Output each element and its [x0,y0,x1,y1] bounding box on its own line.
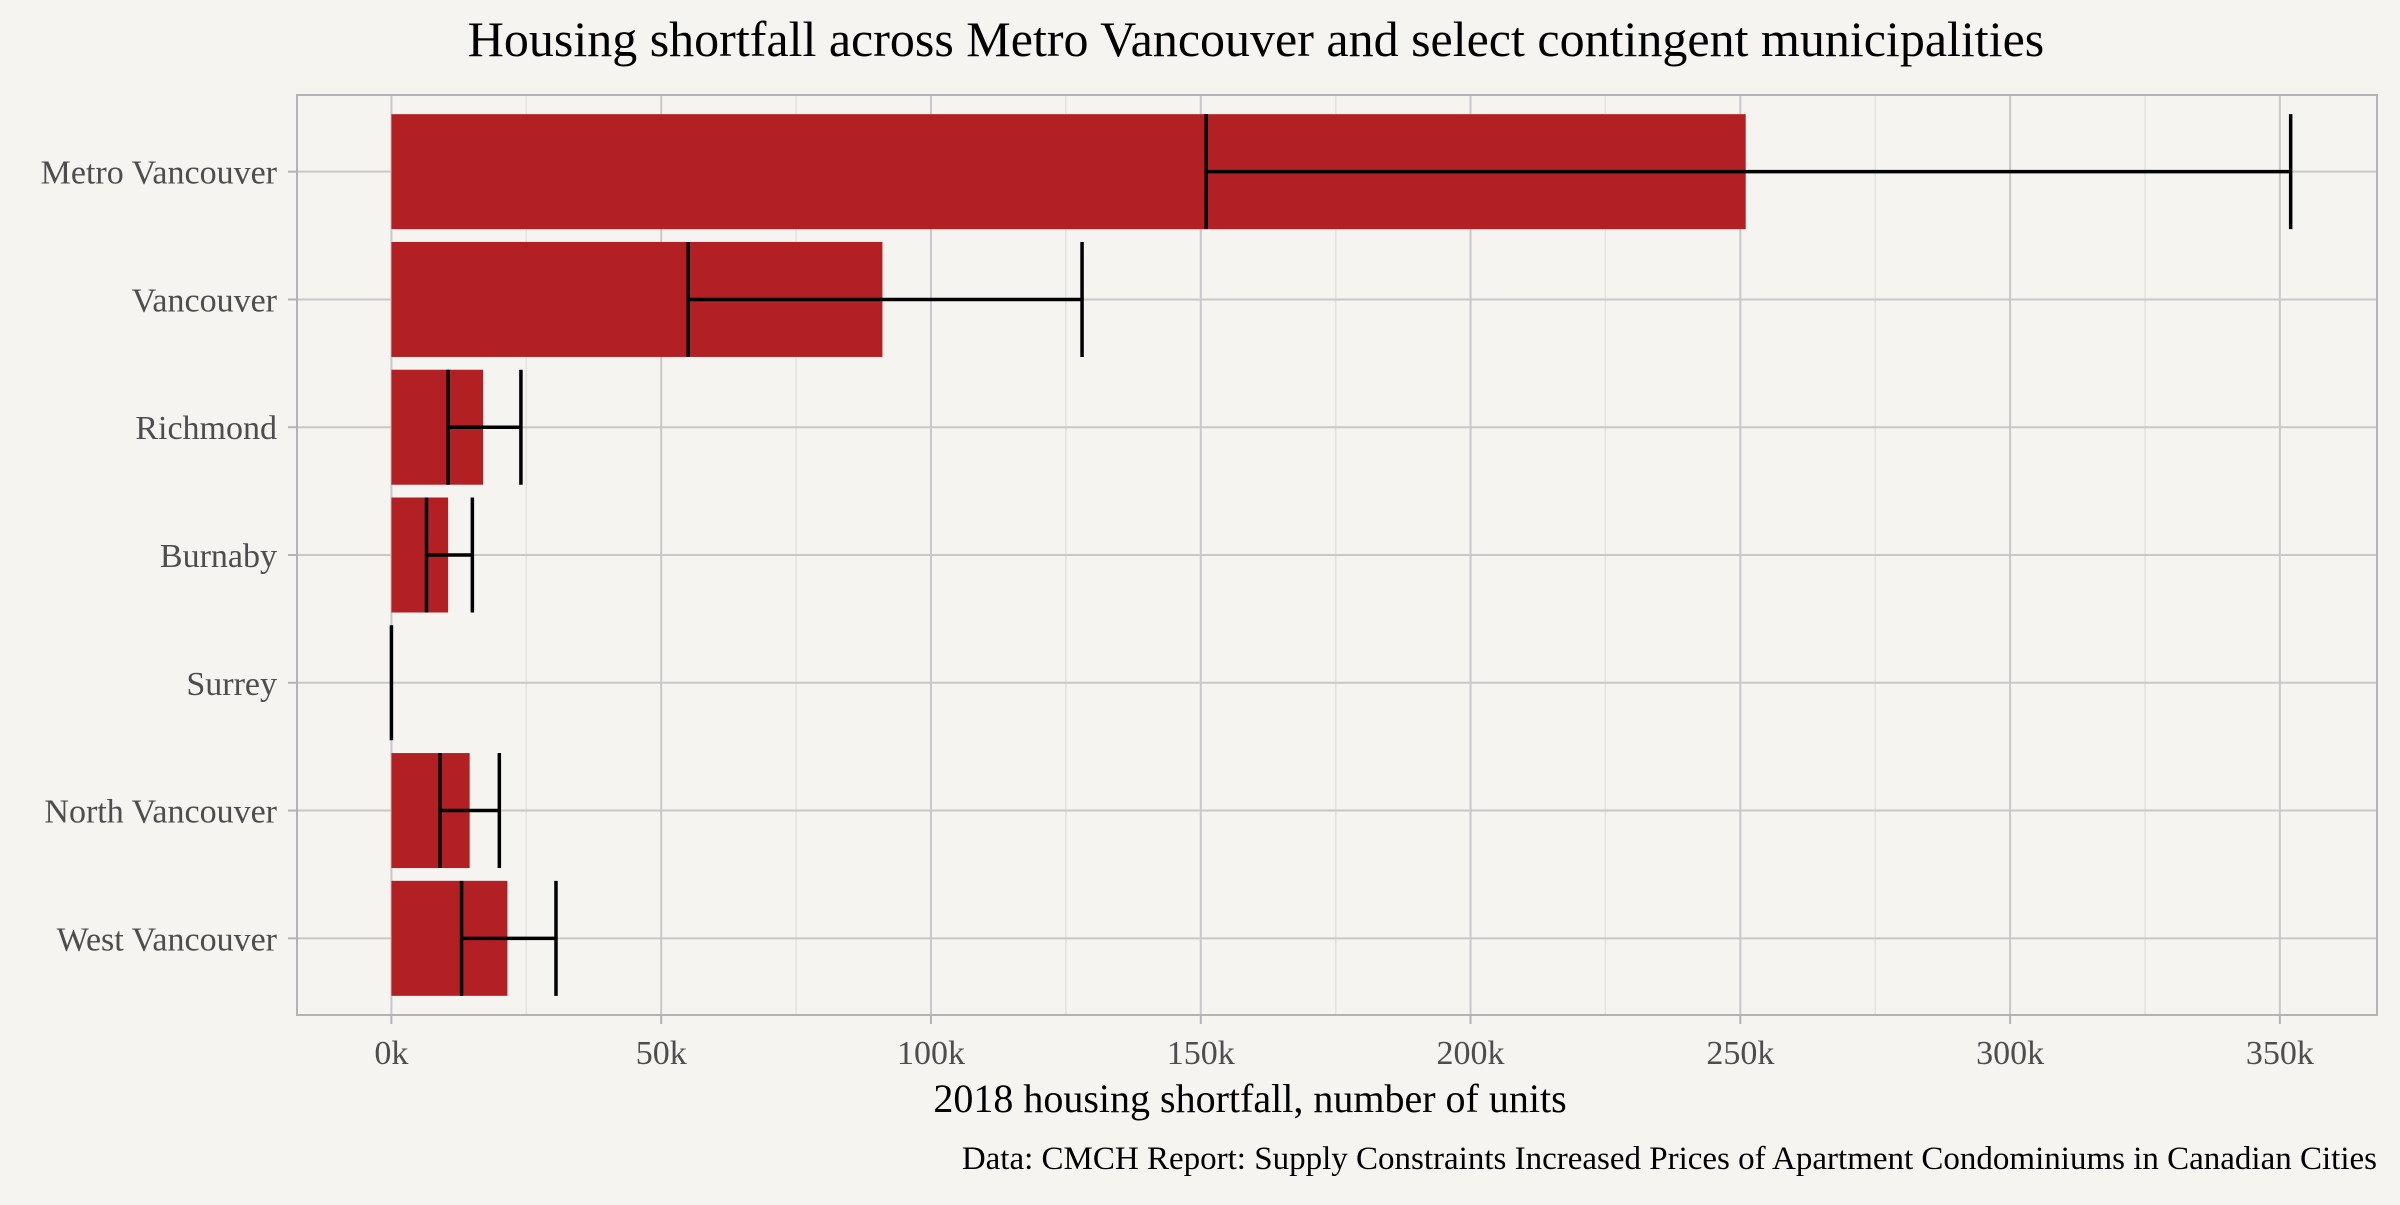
x-tick-layer: 0k 50k 100k 150k 200k 250k 300k 350k [374,1015,2314,1072]
x-tick-label: 50k [636,1035,687,1072]
x-tick-label: 300k [1976,1035,2044,1072]
x-tick-label: 350k [2246,1035,2314,1072]
y-tick-label: Surrey [186,666,277,703]
y-tick-label: Metro Vancouver [41,155,278,192]
y-tick-label: West Vancouver [57,921,278,958]
x-tick-label: 0k [374,1035,408,1072]
y-tick-label: Richmond [135,410,277,447]
x-tick-label: 100k [897,1035,965,1072]
x-tick-label: 150k [1167,1035,1235,1072]
x-axis-label: 2018 housing shortfall, number of units [933,1076,1566,1121]
y-tick-layer: Metro Vancouver Vancouver Richmond Burnaby S… [41,155,297,958]
y-tick-label: Burnaby [160,538,277,575]
error-bar-layer [389,114,2293,996]
y-tick-label: Vancouver [132,282,278,319]
chart-caption: Data: CMCH Report: Supply Constraints In… [962,1141,2377,1177]
chart-title: Housing shortfall across Metro Vancouver… [468,11,2044,67]
x-tick-label: 250k [1706,1035,1774,1072]
x-tick-label: 200k [1437,1035,1505,1072]
y-tick-label: North Vancouver [44,794,277,831]
